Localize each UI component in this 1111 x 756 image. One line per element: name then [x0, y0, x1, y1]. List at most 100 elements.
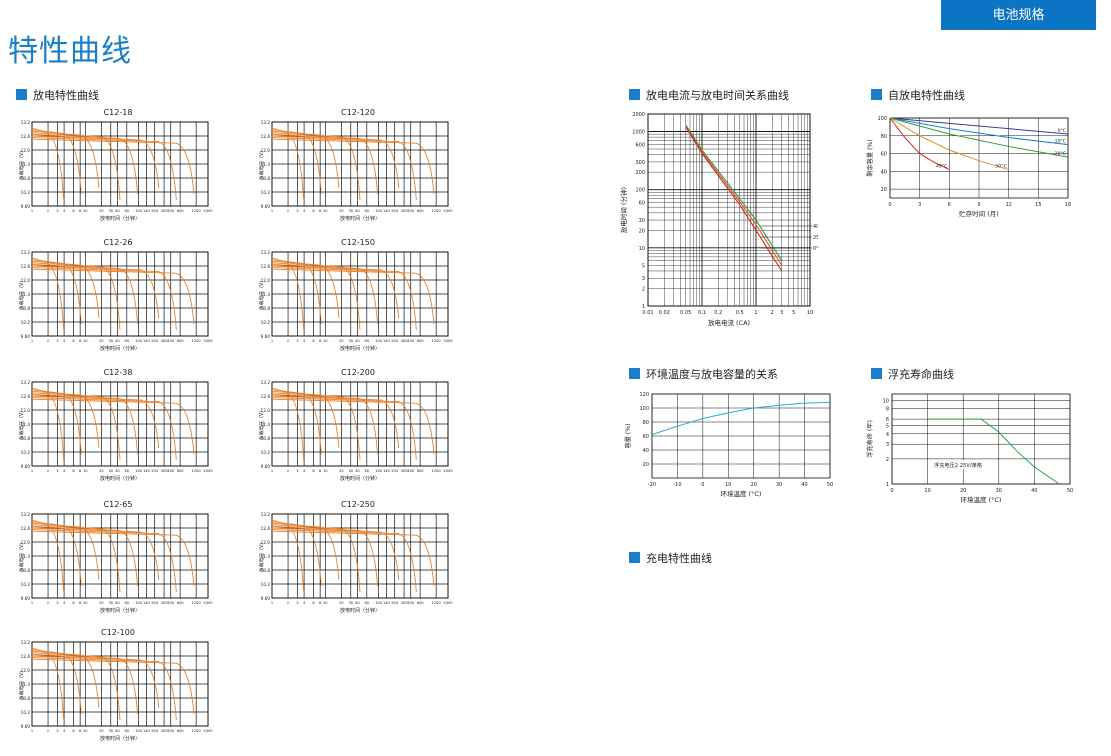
- x-tick-label: 6: [312, 601, 315, 605]
- x-tick-label: 3: [56, 339, 58, 343]
- y-tick-label: 10.2: [261, 320, 271, 325]
- discharge-curve: [271, 268, 435, 325]
- x-tick-label: 2: [47, 729, 49, 733]
- x-tick-label: 18: [1065, 202, 1071, 208]
- discharge-chart: 13.2 12.6 12.0 11.4 10.8 10.2 9.601 2 3 4 6 8 10 20 30…: [258, 250, 453, 352]
- y-axis-label: 负载电压（V）: [18, 148, 25, 180]
- x-tick-label: 6: [312, 469, 315, 473]
- battery-spec-tab[interactable]: 电池规格: [941, 0, 1096, 30]
- discharge-panel: C12-250 13.2 12.6 12.0 11.4 10.8 10.2 9.60 1 2 3 4 6…: [258, 500, 458, 628]
- y-tick-label: 11.4: [21, 422, 31, 427]
- y-tick-label: 100: [639, 406, 649, 412]
- y-axis-label: 负载电压（V）: [258, 278, 265, 310]
- y-tick-label: 9.60: [21, 724, 31, 729]
- x-tick-label: 30: [108, 339, 113, 343]
- section-marker-icon: [871, 368, 882, 379]
- y-tick-label: 13.2: [261, 120, 271, 125]
- x-tick-label: 10: [83, 209, 88, 213]
- y-tick-label: 1000: [632, 130, 645, 136]
- legend-label: 40°C: [813, 224, 818, 230]
- y-tick-label: 13.2: [261, 250, 271, 255]
- x-tick-label: 200: [391, 339, 399, 343]
- y-tick-label: 3: [886, 442, 889, 448]
- x-tick-label: 20: [339, 209, 344, 213]
- x-tick-label: 1200: [192, 729, 202, 733]
- y-tick-label: 12.6: [21, 526, 31, 531]
- x-tick-label: 600: [417, 601, 425, 605]
- x-tick-label: 8: [79, 729, 82, 733]
- x-tick-label: 40: [355, 209, 360, 213]
- x-tick-label: -10: [673, 482, 681, 488]
- discharge-curve: [31, 133, 139, 195]
- y-tick-label: 12.0: [21, 148, 31, 153]
- discharge-chart: 13.2 12.6 12.0 11.4 10.8 10.2 9.601 2 3 4 6 8 10 20 30…: [18, 120, 213, 222]
- x-tick-label: 2000: [443, 601, 453, 605]
- x-tick-label: 300: [161, 209, 169, 213]
- y-tick-label: 13.2: [21, 380, 31, 385]
- x-tick-label: 4: [63, 339, 66, 343]
- discharge-curve: [271, 133, 379, 195]
- x-tick-label: 6: [948, 202, 951, 208]
- x-tick-label: 15: [1035, 202, 1041, 208]
- y-tick-label: 12.0: [21, 408, 31, 413]
- y-axis-label: 负载电压（V）: [18, 278, 25, 310]
- y-tick-label: 11.4: [21, 682, 31, 687]
- x-tick-label: 400: [407, 339, 415, 343]
- x-axis-label: 放电时间（分钟）: [340, 475, 380, 482]
- plot-frame: [647, 113, 811, 307]
- panel-title: C12-18: [103, 108, 133, 117]
- x-axis-label: 放电时间（分钟）: [340, 345, 380, 352]
- y-tick-label: 11.4: [21, 292, 31, 297]
- discharge-curve: [271, 529, 417, 593]
- x-tick-label: 200: [151, 601, 159, 605]
- x-tick-label: 300: [401, 601, 409, 605]
- discharge-curve: [271, 267, 417, 331]
- x-tick-label: 4: [63, 601, 66, 605]
- y-axis-label: 负载电压（V）: [18, 408, 25, 440]
- x-tick-label: 400: [167, 469, 175, 473]
- y-tick-label: 12.0: [261, 278, 271, 283]
- x-tick-label: 100: [135, 729, 143, 733]
- section-temp-capacity: 环境温度与放电容量的关系: [629, 366, 778, 382]
- x-tick-label: 0.01: [642, 310, 653, 316]
- x-tick-label: 20: [99, 339, 104, 343]
- discharge-curve: [31, 267, 177, 331]
- x-tick-label: 0: [890, 488, 893, 494]
- y-axis-label: 负载电压（V）: [258, 540, 265, 572]
- x-tick-label: 600: [177, 209, 185, 213]
- panel-title: C12-200: [341, 368, 375, 377]
- x-tick-label: 1: [31, 601, 33, 605]
- x-tick-label: 1: [271, 601, 273, 605]
- y-tick-label: 9.60: [21, 334, 31, 339]
- x-axis-label: 放电时间（分钟）: [340, 607, 380, 614]
- x-tick-label: 4: [63, 469, 66, 473]
- x-tick-label: 1: [31, 469, 33, 473]
- y-tick-label: 9.60: [21, 464, 31, 469]
- y-axis-label: 负载电压（V）: [258, 148, 265, 180]
- y-tick-label: 10.8: [21, 306, 31, 311]
- x-tick-label: 300: [401, 209, 409, 213]
- y-tick-label: 10.2: [21, 450, 31, 455]
- x-tick-label: 2000: [443, 339, 453, 343]
- x-tick-label: 20: [751, 482, 757, 488]
- x-tick-label: 8: [319, 469, 322, 473]
- x-tick-label: 10: [83, 469, 88, 473]
- x-tick-label: 0.02: [659, 310, 670, 316]
- x-tick-label: 6: [312, 209, 315, 213]
- y-tick-label: 200: [635, 170, 645, 176]
- y-tick-label: 20: [881, 187, 887, 193]
- discharge-chart: 13.2 12.6 12.0 11.4 10.8 10.2 9.601 2 3 4 6 8 10 20 30…: [258, 512, 453, 614]
- y-tick-label: 12.6: [21, 134, 31, 139]
- x-tick-label: 3: [56, 469, 58, 473]
- x-tick-label: 4: [63, 729, 66, 733]
- discharge-curve: [31, 138, 195, 195]
- x-tick-label: 10: [83, 729, 88, 733]
- y-tick-label: 10.8: [261, 306, 271, 311]
- x-tick-label: 20: [99, 209, 104, 213]
- series-line: [927, 418, 1060, 485]
- x-tick-label: 1200: [432, 601, 442, 605]
- discharge-curve: [271, 263, 379, 325]
- x-tick-label: 100: [135, 601, 143, 605]
- discharge-curve: [271, 392, 361, 461]
- x-tick-label: 2000: [203, 601, 213, 605]
